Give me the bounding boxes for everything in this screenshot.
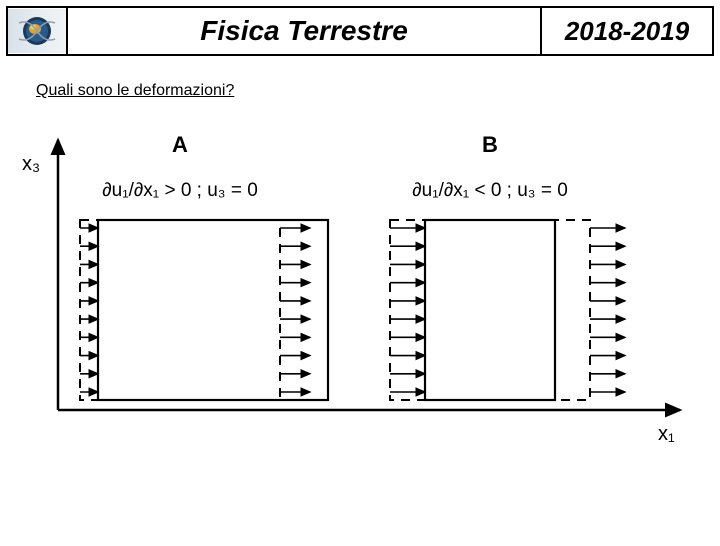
svg-text:A: A: [172, 132, 188, 157]
course-title: Fisica Terrestre: [66, 8, 542, 54]
header-bar: Fisica Terrestre 2018-2019: [6, 6, 714, 56]
axis-y-label: x₃: [22, 153, 40, 175]
question-text: Quali sono le deformazioni?: [36, 82, 700, 100]
svg-text:∂u₁/∂x₁ < 0 ; u₃ = 0: ∂u₁/∂x₁ < 0 ; u₃ = 0: [412, 180, 568, 201]
earth-icon: [8, 9, 66, 53]
svg-text:B: B: [482, 132, 498, 157]
deformation-diagram: x₃ x₁ A ∂u₁/∂x₁ > 0 ; u₃ = 0 B ∂u₁/∂x₁ < 0 ; …: [10, 110, 700, 475]
course-year: 2018-2019: [542, 8, 712, 54]
axis-x-label: x₁: [658, 423, 675, 445]
svg-text:∂u₁/∂x₁ > 0 ; u₃ = 0: ∂u₁/∂x₁ > 0 ; u₃ = 0: [102, 180, 258, 201]
